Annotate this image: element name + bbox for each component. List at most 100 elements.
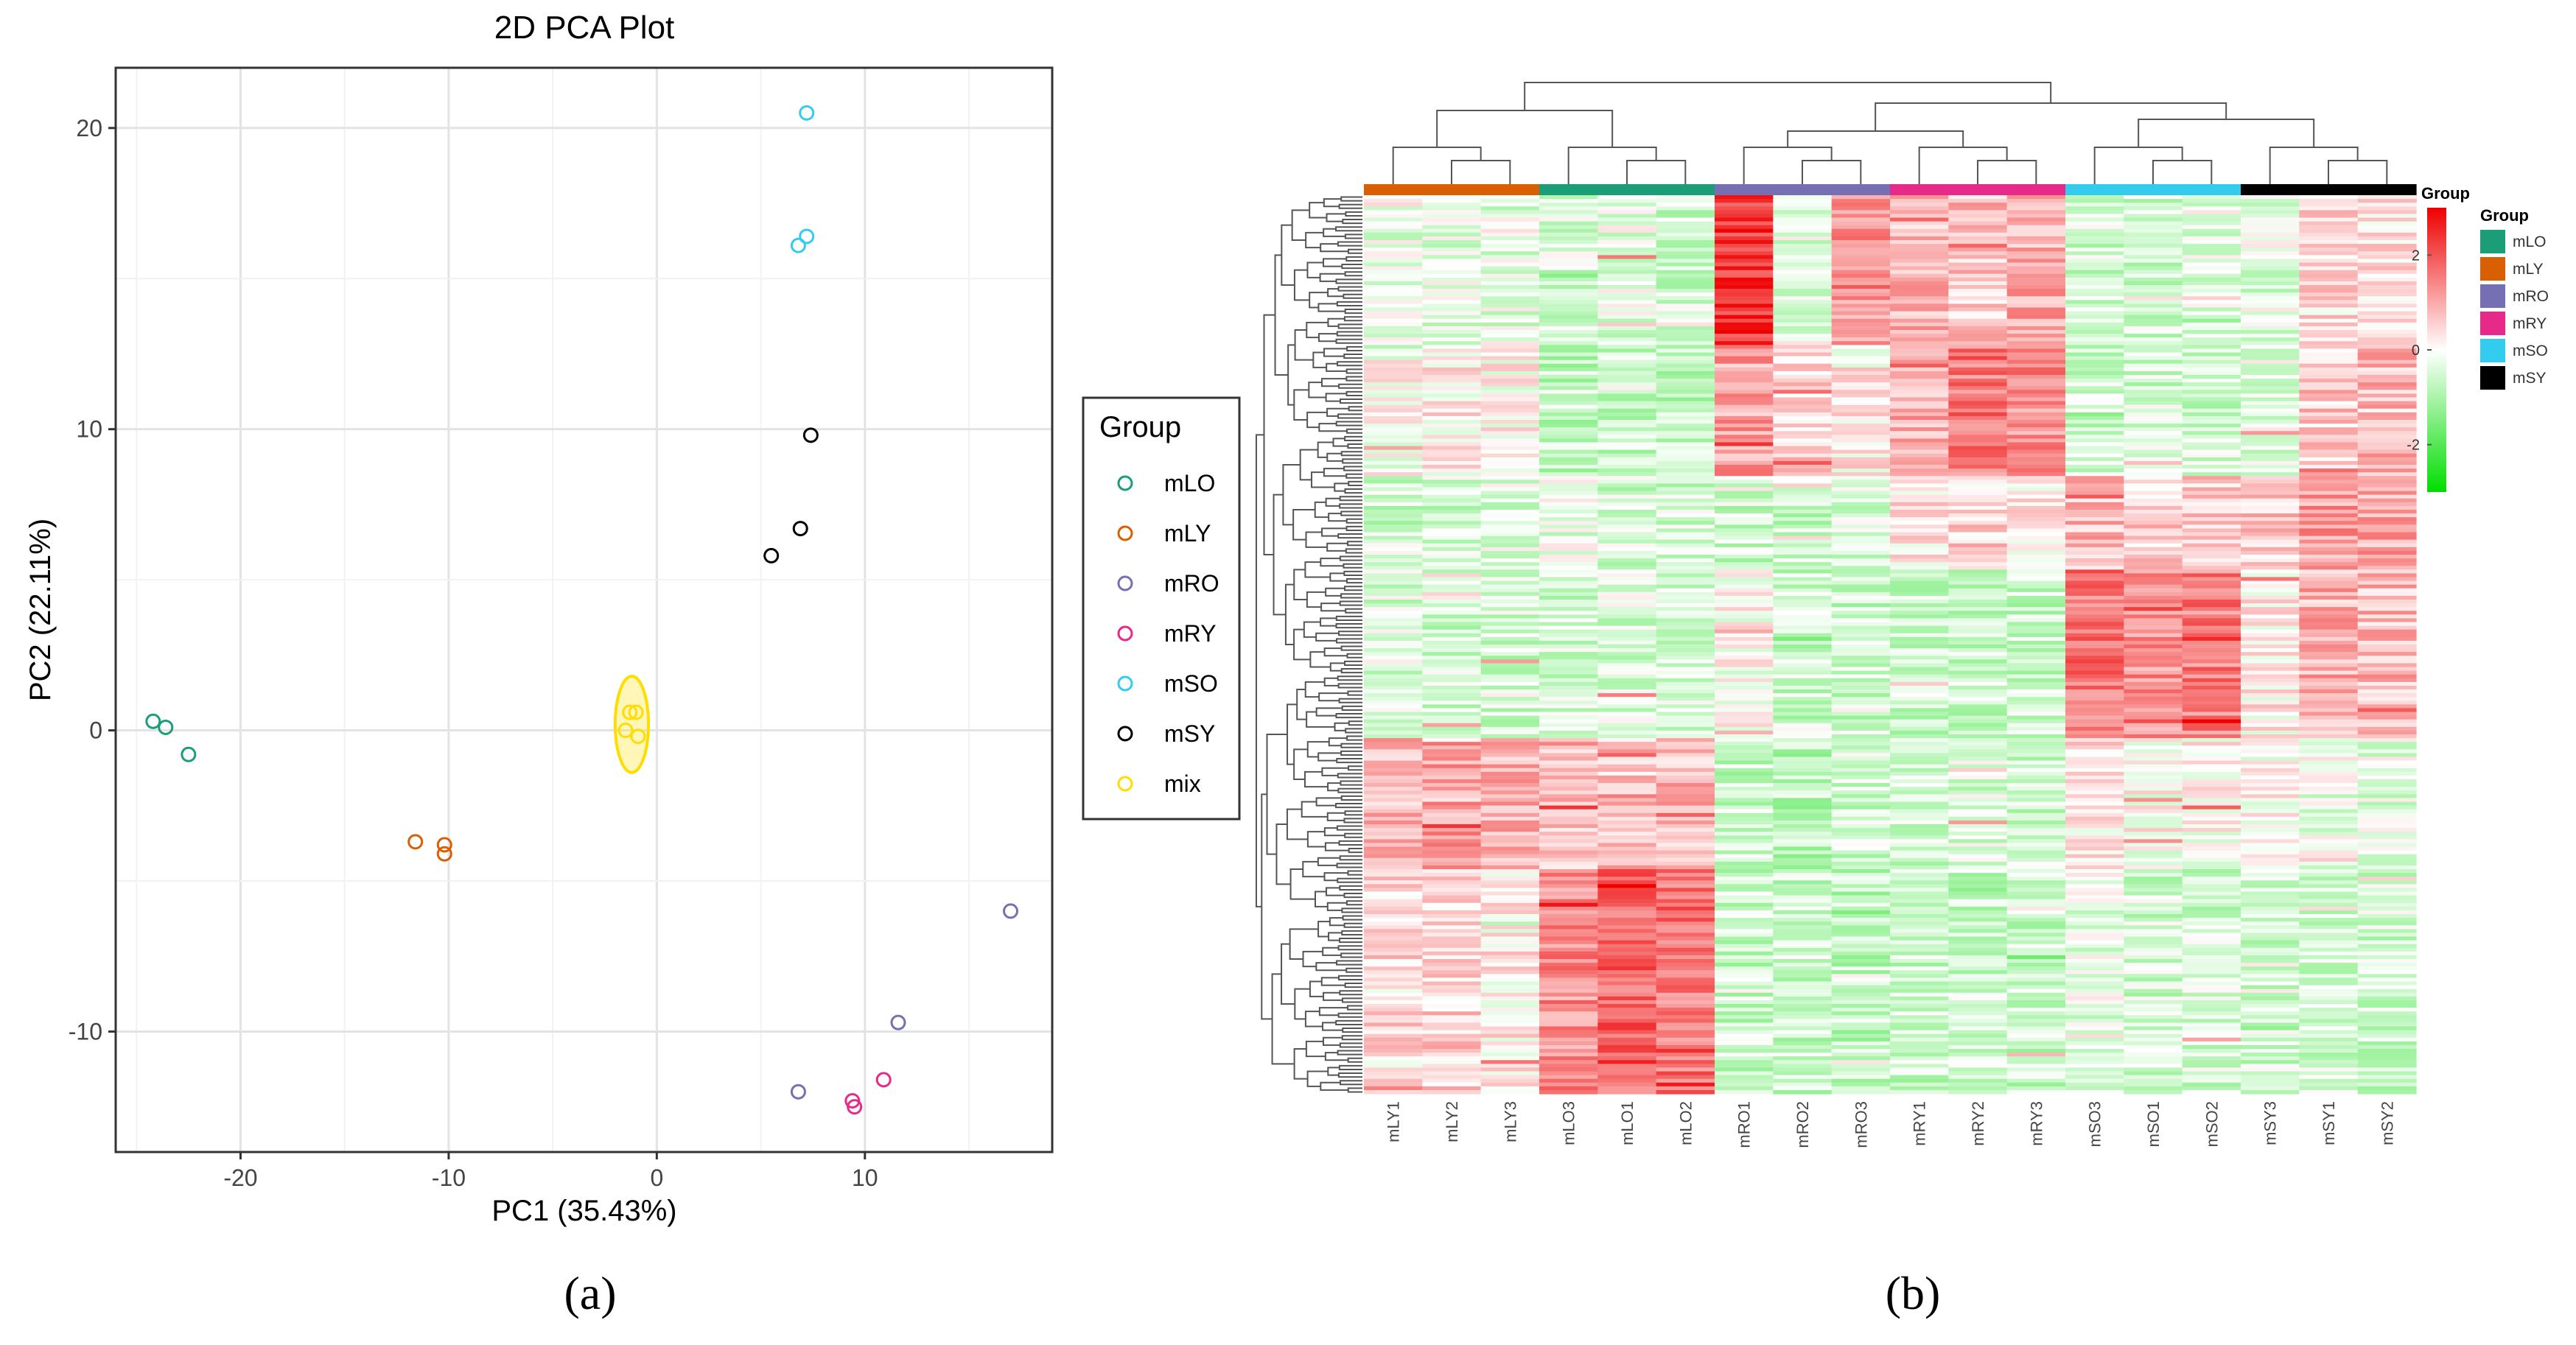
heatmap-cell [2182, 550, 2241, 555]
heatmap-cell [1597, 408, 1657, 413]
heatmap-cell [1715, 573, 1774, 578]
heatmap-cell [1715, 790, 1774, 795]
heatmap-cell [1480, 678, 1540, 683]
heatmap-cell [1480, 685, 1540, 690]
heatmap-cell [2357, 303, 2417, 309]
heatmap-cell [1480, 401, 1540, 406]
heatmap-cell [2182, 285, 2241, 289]
heatmap-cell [1656, 614, 1715, 619]
heatmap-cell [2182, 1030, 2241, 1035]
heatmap-cell [1948, 708, 2008, 713]
heatmap-cell [2006, 251, 2066, 256]
heatmap-cell [1364, 1064, 1423, 1069]
row-dendrogram-link [1345, 548, 1362, 554]
heatmap-cell [1715, 292, 1774, 297]
heatmap-cell [1480, 742, 1540, 746]
row-dendrogram-link [1322, 947, 1342, 956]
heatmap-cell [1831, 1060, 1891, 1064]
heatmap-cell [1948, 322, 2008, 327]
pca-point-mSY [763, 547, 780, 563]
heatmap-cell [1422, 988, 1482, 994]
heatmap-cell [1948, 359, 2008, 365]
heatmap-cell [1773, 700, 1833, 705]
heatmap-cell [1773, 330, 1833, 334]
heatmap-cell [2006, 873, 2066, 877]
heatmap-cell [2006, 404, 2066, 410]
heatmap-cell [1597, 1011, 1657, 1016]
heatmap-cell [1480, 341, 1540, 345]
heatmap-cell [1597, 753, 1657, 758]
heatmap-cell [2124, 1019, 2183, 1024]
heatmap-cell [1422, 947, 1482, 952]
heatmap-cell [1480, 539, 1540, 544]
heatmap-cell [1656, 622, 1715, 627]
heatmap-cell [1890, 217, 1949, 222]
heatmap-cell [2241, 412, 2300, 417]
heatmap-cell [1831, 580, 1891, 586]
row-dendrogram-link [1341, 997, 1362, 1003]
heatmap-cell [1831, 318, 1891, 323]
heatmap-cell [1422, 700, 1482, 705]
heatmap-cell [1480, 756, 1540, 762]
heatmap-cell [1597, 277, 1657, 282]
heatmap-cell [1715, 678, 1774, 683]
heatmap-cell [1597, 1078, 1657, 1084]
heatmap-cell [2299, 622, 2359, 627]
heatmap-cell [1480, 566, 1540, 570]
column-dendrogram-link [1626, 160, 1687, 184]
heatmap-cell [1831, 303, 1891, 309]
heatmap-cell [1422, 888, 1482, 893]
heatmap-cell [1480, 289, 1540, 293]
heatmap-cell [1422, 491, 1482, 496]
heatmap-cell [2124, 850, 2183, 855]
heatmap-cell [1480, 435, 1540, 440]
heatmap-cell [2182, 1015, 2241, 1019]
heatmap-cell [2241, 812, 2300, 818]
heatmap-cell [1831, 944, 1891, 949]
heatmap-cell [2299, 285, 2359, 289]
heatmap-cell [2241, 1019, 2300, 1024]
heatmap-cell [1364, 311, 1423, 316]
heatmap-cell [1539, 476, 1598, 480]
heatmap-cell [1597, 981, 1657, 986]
heatmap-cell [1364, 951, 1423, 956]
heatmap-cell [2006, 600, 2066, 604]
heatmap-cell [2357, 775, 2417, 780]
row-dendrogram-link [1345, 967, 1362, 973]
heatmap-cell [1656, 1019, 1715, 1024]
heatmap-cell [2241, 936, 2300, 941]
heatmap-cell [1715, 539, 1774, 544]
heatmap-cell [1715, 408, 1774, 413]
heatmap-cell [1364, 334, 1423, 338]
heatmap-cell [1890, 947, 1949, 952]
heatmap-cell [1597, 809, 1657, 814]
heatmap-cell [1656, 539, 1715, 544]
heatmap-cell [1597, 460, 1657, 466]
heatmap-cell [1773, 779, 1833, 784]
heatmap-cell [1656, 929, 1715, 934]
heatmap-cell [1890, 420, 1949, 424]
heatmap-cell [2065, 652, 2124, 656]
heatmap-cell [1422, 240, 1482, 245]
heatmap-cell [1480, 925, 1540, 930]
heatmap-cell [1364, 869, 1423, 874]
heatmap-cell [1773, 577, 1833, 582]
heatmap-cell [1890, 869, 1949, 874]
heatmap-cell [1715, 1064, 1774, 1069]
heatmap-cell [2357, 539, 2417, 544]
heatmap-cell [1422, 386, 1482, 390]
heatmap-cell [1831, 963, 1891, 967]
heatmap-cell [2065, 446, 2124, 451]
row-dendrogram-link [1348, 848, 1362, 854]
heatmap-cell [2299, 487, 2359, 492]
heatmap-cell [2065, 1011, 2124, 1016]
heatmap-cell [1948, 494, 2008, 499]
heatmap-cell [1656, 734, 1715, 739]
heatmap-cell [1539, 951, 1598, 956]
heatmap-cell [1597, 854, 1657, 859]
heatmap-cell [2357, 820, 2417, 825]
heatmap-cell [1656, 270, 1715, 275]
heatmap-cell [2299, 273, 2359, 278]
row-dendrogram-link [1342, 458, 1362, 464]
heatmap-cell [2124, 1041, 2183, 1046]
